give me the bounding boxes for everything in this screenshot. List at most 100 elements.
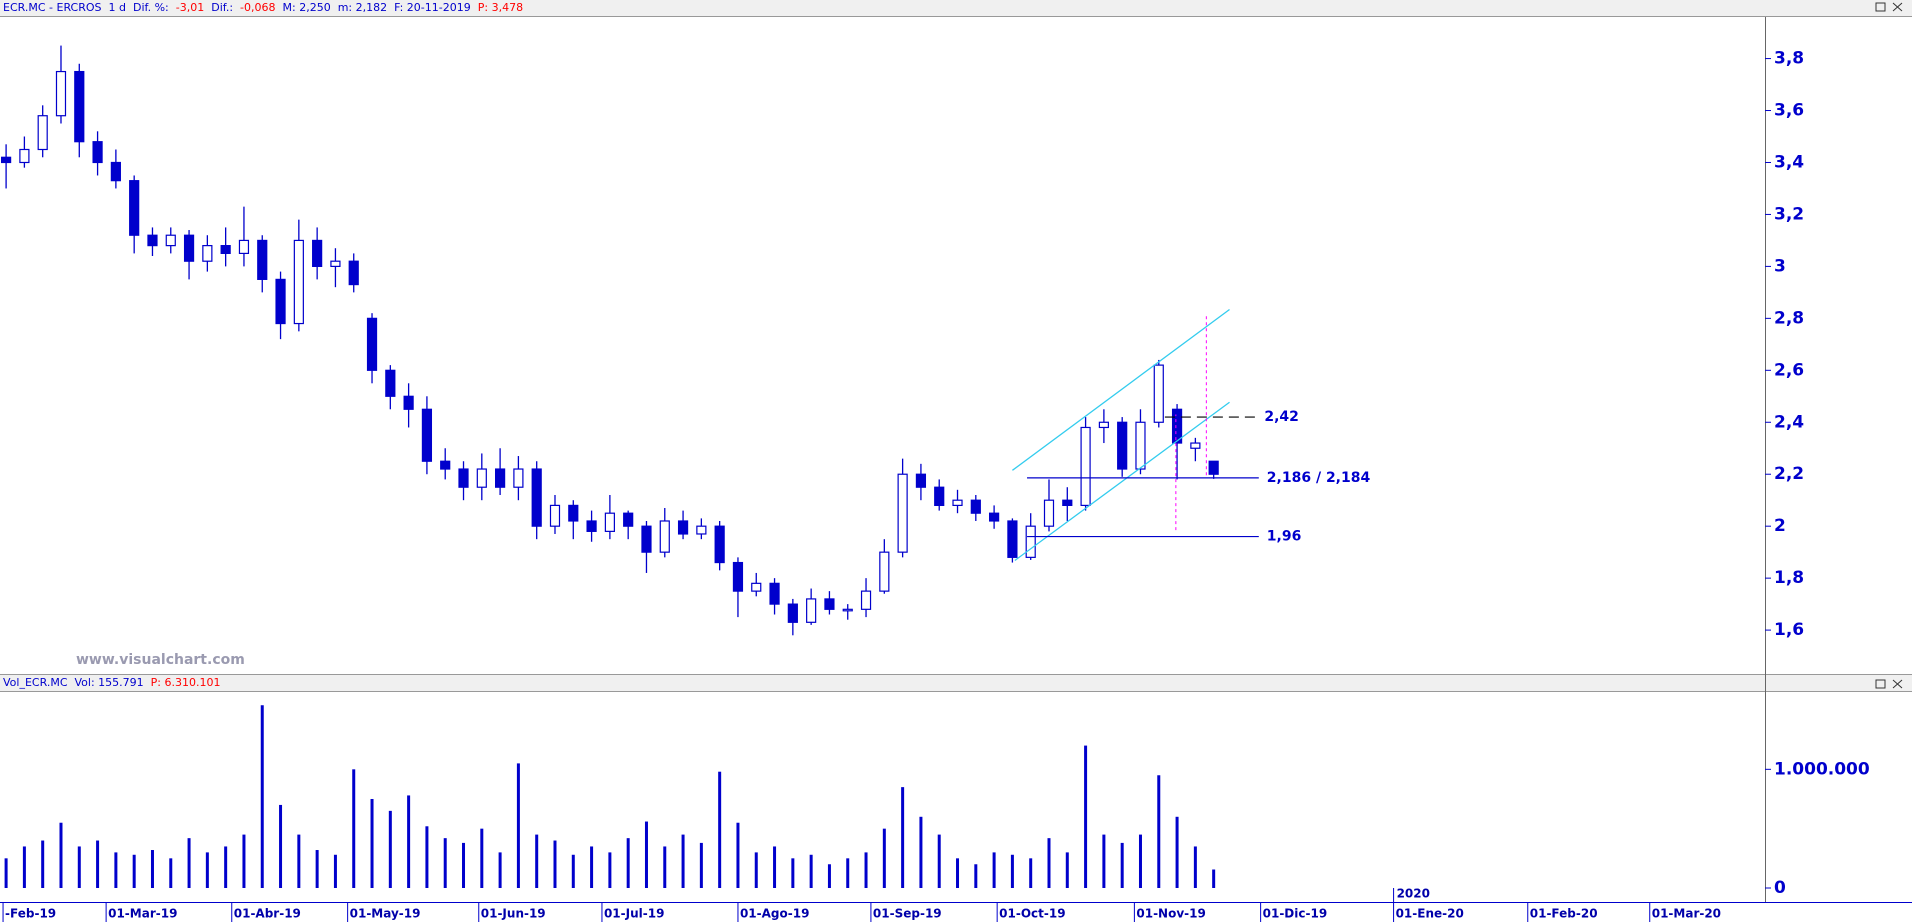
maximize-button[interactable] <box>1875 679 1886 689</box>
volume-bar <box>1084 745 1088 888</box>
volume-bar <box>315 850 319 888</box>
candle-body <box>37 115 48 151</box>
candle-body <box>714 525 725 564</box>
candle-body <box>1171 408 1183 444</box>
volume-bar <box>1175 816 1179 888</box>
volume-bar <box>169 858 173 888</box>
candle-body <box>1098 421 1109 429</box>
candle-body <box>604 512 615 532</box>
volume-bar <box>41 840 45 888</box>
candle-body <box>897 473 908 553</box>
candle-body <box>1043 499 1055 527</box>
y-tick-label: 3,2 <box>1774 204 1804 224</box>
candle-body <box>440 460 451 470</box>
volume-bar <box>974 864 978 888</box>
x-tick-label: 01-Mar-20 <box>1652 907 1721 921</box>
volume-bar <box>77 846 81 888</box>
candle-body <box>476 468 487 488</box>
header-item: Dif.: <box>211 1 233 14</box>
volume-bar <box>937 834 941 888</box>
x-tick-label: 01-Ago-19 <box>740 907 809 921</box>
maximize-button[interactable] <box>1875 2 1886 12</box>
volume-bar <box>882 828 886 888</box>
header-item: Dif. %: <box>133 1 169 14</box>
candle-body <box>19 148 30 164</box>
candle-body <box>568 504 579 522</box>
candle-body <box>769 582 780 605</box>
volume-bar <box>4 858 8 888</box>
candle-body <box>1007 520 1018 558</box>
volume-bar <box>754 852 758 888</box>
volume-bar <box>663 846 667 888</box>
candle-body <box>330 260 341 267</box>
volume-bar <box>718 771 722 888</box>
y-tick-label: 3 <box>1774 256 1786 276</box>
x-tick-label: 01-Jul-19 <box>604 907 664 921</box>
candle-body <box>366 317 378 371</box>
candle-body <box>934 486 945 506</box>
volume-bar <box>370 798 374 888</box>
y-tick-label: 3,6 <box>1774 101 1804 121</box>
x-tick-label: 01-Sep-19 <box>873 907 942 921</box>
candle-body <box>312 239 323 267</box>
volume-bar <box>626 838 630 888</box>
volume-bar <box>1120 842 1124 888</box>
candle-body <box>202 245 213 262</box>
candle-body <box>732 561 744 592</box>
candle-body <box>348 260 359 286</box>
candle-body <box>659 520 670 553</box>
volume-bar <box>443 838 447 888</box>
y-tick-label: 1.000.000 <box>1774 759 1870 779</box>
candle-body <box>165 234 176 247</box>
volume-bar <box>535 834 539 888</box>
x-tick-label: -Feb-19 <box>5 907 56 921</box>
volume-bar <box>773 846 777 888</box>
volume-bar <box>352 769 356 888</box>
candle-body <box>421 408 433 462</box>
volume-bar <box>187 838 191 888</box>
candle-body <box>860 590 872 610</box>
volume-bar <box>150 850 154 888</box>
close-button[interactable] <box>1892 679 1903 689</box>
header-item: -3,01 <box>176 1 204 14</box>
y-tick-label: 2 <box>1774 516 1786 536</box>
window-buttons[interactable] <box>1875 2 1903 689</box>
header-item: Vol: 155.791 <box>75 676 144 689</box>
y-tick-label: 1,6 <box>1774 620 1804 640</box>
trend-line <box>1012 308 1230 471</box>
header-item: M: 2,250 <box>283 1 331 14</box>
volume-bar <box>1029 858 1033 888</box>
y-tick-label: 2,2 <box>1774 464 1804 484</box>
candle-body <box>385 369 396 397</box>
panel-header: Vol_ECR.MC Vol: 155.791 P: 6.310.101 <box>3 676 221 689</box>
candle-body <box>970 499 981 514</box>
volume-bar <box>571 854 575 888</box>
header-item: -0,068 <box>240 1 275 14</box>
close-button[interactable] <box>1892 2 1903 12</box>
candle-body <box>1190 442 1201 449</box>
candle-body <box>696 525 707 535</box>
volume-bar <box>22 846 26 888</box>
candle-body <box>183 234 195 262</box>
volume-bar <box>956 858 960 888</box>
volume-bar <box>1102 834 1106 888</box>
volume-bar <box>1212 869 1216 888</box>
panel-header: ECR.MC - ERCROS 1 d Dif. %: -3,01 Dif.: -0,06… <box>3 1 523 14</box>
volume-bar <box>132 854 136 888</box>
x-tick-label: 01-Ene-20 <box>1396 907 1464 921</box>
y-tick-label: 3,4 <box>1774 152 1804 172</box>
volume-bar <box>1010 854 1014 888</box>
price-header-bar <box>0 0 1912 16</box>
volume-bar <box>590 846 594 888</box>
volume-bar <box>462 842 466 888</box>
x-tick-label: 01-Nov-19 <box>1136 907 1205 921</box>
volume-bar <box>260 705 264 888</box>
volume-bar <box>608 852 612 888</box>
volume-header-bar <box>0 675 1912 691</box>
watermark: www.visualchart.com <box>76 652 245 668</box>
header-item: ECR.MC - ERCROS <box>3 1 102 14</box>
y-tick-label: 3,8 <box>1774 49 1804 69</box>
candle-body <box>55 70 67 117</box>
